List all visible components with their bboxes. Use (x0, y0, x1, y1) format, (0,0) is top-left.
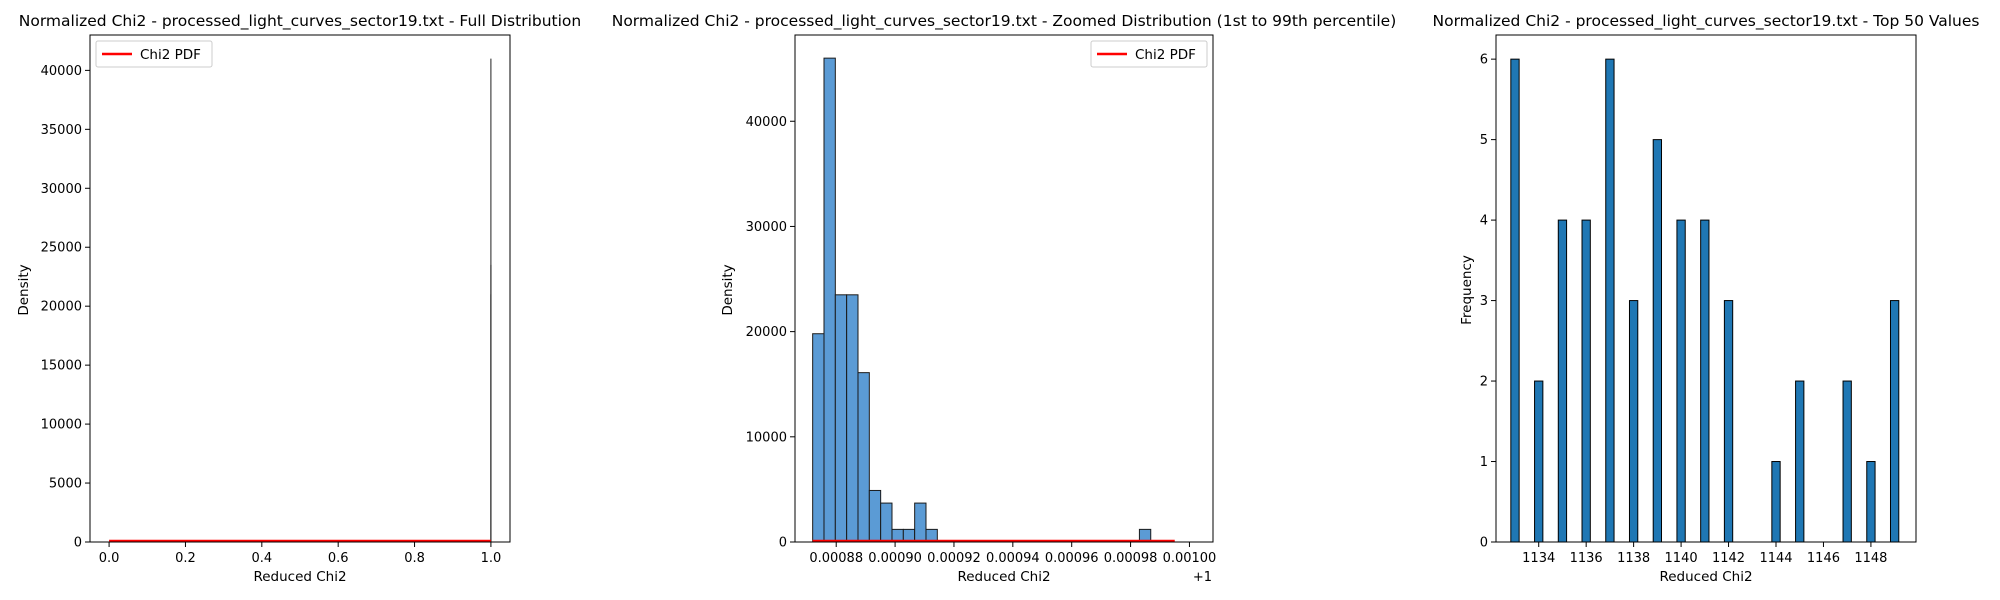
y-tick-label: 20000 (746, 325, 787, 340)
x-tick-label: 0.2 (175, 551, 196, 566)
bar (1676, 219, 1686, 543)
histogram-bar (914, 502, 927, 543)
bar (1795, 380, 1805, 543)
legend: Chi2 PDF (95, 40, 213, 68)
y-tick-label: 10000 (746, 430, 787, 445)
chart-title: Normalized Chi2 - processed_light_curves… (1433, 12, 1980, 31)
y-tick-label: 5 (1480, 133, 1488, 148)
chart-zoomed-distribution: Normalized Chi2 - processed_light_curves… (612, 12, 1397, 585)
histogram-bar (857, 372, 870, 543)
bar (1510, 58, 1520, 543)
bar (1581, 219, 1591, 543)
x-tick-label: 0.00092 (927, 551, 981, 566)
bar (1700, 219, 1710, 543)
bar (1628, 300, 1639, 543)
bar (1652, 139, 1663, 543)
bar (1605, 58, 1615, 543)
x-tick-label: 0.00096 (1045, 551, 1099, 566)
histogram-bar (846, 294, 859, 543)
x-tick-label: 0.0 (99, 551, 120, 566)
y-tick-label: 15000 (41, 359, 82, 374)
histogram-bar (880, 502, 893, 543)
chart-title: Normalized Chi2 - processed_light_curves… (612, 12, 1397, 31)
y-tick-label: 6 (1480, 53, 1488, 68)
x-tick-label: 0.4 (251, 551, 272, 566)
legend-label: Chi2 PDF (140, 47, 201, 63)
x-tick-label: 1146 (1807, 551, 1840, 566)
y-tick-label: 4 (1480, 214, 1488, 229)
x-tick-label: 1142 (1712, 551, 1745, 566)
x-tick-label: 0.6 (328, 551, 349, 566)
y-tick-label: 30000 (746, 220, 787, 235)
legend-label: Chi2 PDF (1135, 47, 1196, 63)
y-tick-label: 3 (1480, 294, 1488, 309)
x-tick-label: 1136 (1570, 551, 1603, 566)
x-tick-label: 1.0 (481, 551, 502, 566)
y-tick-label: 0 (1480, 536, 1488, 551)
x-tick-label: 1144 (1759, 551, 1792, 566)
y-tick-label: 10000 (41, 418, 82, 433)
x-tick-label: 0.00098 (1104, 551, 1158, 566)
y-axis-label: Frequency (1459, 255, 1475, 325)
chart-title: Normalized Chi2 - processed_light_curves… (19, 12, 581, 31)
bar (1534, 380, 1544, 543)
x-axis-label: Reduced Chi2 (1659, 569, 1752, 585)
y-tick-label: 1 (1480, 455, 1488, 470)
chart-top-50-values: Normalized Chi2 - processed_light_curves… (1433, 12, 1980, 585)
histogram-bar (834, 294, 848, 543)
x-tick-label: 1134 (1522, 551, 1555, 566)
bar (1723, 300, 1734, 543)
histogram-bar (868, 489, 882, 543)
bar (1842, 380, 1852, 543)
x-tick-label: 0.00088 (809, 551, 863, 566)
y-tick-label: 0 (74, 536, 82, 551)
x-tick-label: 1140 (1665, 551, 1698, 566)
histogram-bar (823, 57, 836, 543)
y-tick-label: 20000 (41, 300, 82, 315)
bar (1889, 300, 1900, 543)
x-tick-label: 0.8 (404, 551, 425, 566)
y-tick-label: 35000 (41, 123, 82, 138)
x-tick-label: 1138 (1617, 551, 1650, 566)
y-tick-label: 2 (1480, 375, 1488, 390)
x-tick-label: 1148 (1854, 551, 1887, 566)
x-offset-label: +1 (1193, 570, 1212, 585)
bar (1866, 461, 1876, 543)
plot-area-frame (794, 34, 1214, 543)
plot-area-frame (89, 34, 511, 543)
bar (1557, 219, 1568, 543)
y-axis-label: Density (16, 264, 32, 315)
y-tick-label: 40000 (41, 64, 82, 79)
y-tick-label: 0 (779, 536, 787, 551)
chart-full-distribution: Normalized Chi2 - processed_light_curves… (16, 12, 581, 585)
x-axis-label: Reduced Chi2 (957, 569, 1050, 585)
x-tick-label: 0.00100 (1163, 551, 1217, 566)
legend: Chi2 PDF (1090, 40, 1208, 68)
x-tick-label: 0.00094 (986, 551, 1040, 566)
bar (1771, 461, 1781, 543)
y-tick-label: 5000 (49, 477, 82, 492)
y-tick-label: 40000 (746, 115, 787, 130)
x-axis-label: Reduced Chi2 (253, 569, 346, 585)
x-tick-label: 0.00090 (868, 551, 922, 566)
y-tick-label: 30000 (41, 182, 82, 197)
histogram-bar (812, 333, 825, 543)
y-tick-label: 25000 (41, 241, 82, 256)
y-axis-label: Density (720, 264, 736, 315)
plot-area-frame (1495, 34, 1917, 543)
